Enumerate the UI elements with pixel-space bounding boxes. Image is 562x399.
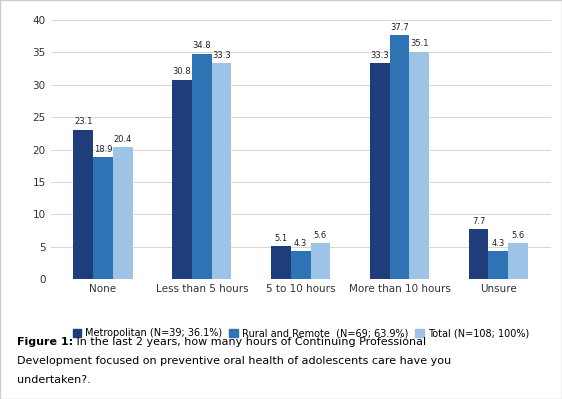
Bar [370,63,389,279]
Bar [508,243,528,279]
Text: 7.7: 7.7 [472,217,486,226]
Bar [409,52,429,279]
Text: 34.8: 34.8 [193,41,211,50]
Bar [73,130,93,279]
Bar [291,251,311,279]
Text: 5.6: 5.6 [511,231,525,240]
Text: 33.3: 33.3 [212,51,231,60]
Text: 20.4: 20.4 [114,135,132,144]
Bar [113,147,133,279]
Bar [469,229,488,279]
Text: undertaken?.: undertaken?. [17,375,90,385]
Text: 30.8: 30.8 [173,67,192,76]
Text: 4.3: 4.3 [294,239,307,248]
Text: Figure 1:: Figure 1: [17,337,73,347]
Bar [271,246,291,279]
Text: 4.3: 4.3 [492,239,505,248]
Bar [311,243,330,279]
Bar [389,35,409,279]
Bar [172,80,192,279]
Text: 35.1: 35.1 [410,40,429,49]
Legend: Metropolitan (N=39; 36.1%), Rural and Remote  (N=69; 63.9%), Total (N=108; 100%): Metropolitan (N=39; 36.1%), Rural and Re… [72,328,529,338]
Text: 5.6: 5.6 [314,231,327,240]
Text: 23.1: 23.1 [74,117,93,126]
Text: 5.1: 5.1 [274,234,287,243]
Bar [212,63,232,279]
Text: 33.3: 33.3 [370,51,389,60]
Bar [488,251,508,279]
Text: Development focused on preventive oral health of adolescents care have you: Development focused on preventive oral h… [17,356,451,366]
Text: In the last 2 years, how many hours of Continuing Professional: In the last 2 years, how many hours of C… [73,337,426,347]
Text: 37.7: 37.7 [390,23,409,32]
Bar [93,157,113,279]
Bar [192,54,212,279]
Text: 18.9: 18.9 [94,144,112,154]
